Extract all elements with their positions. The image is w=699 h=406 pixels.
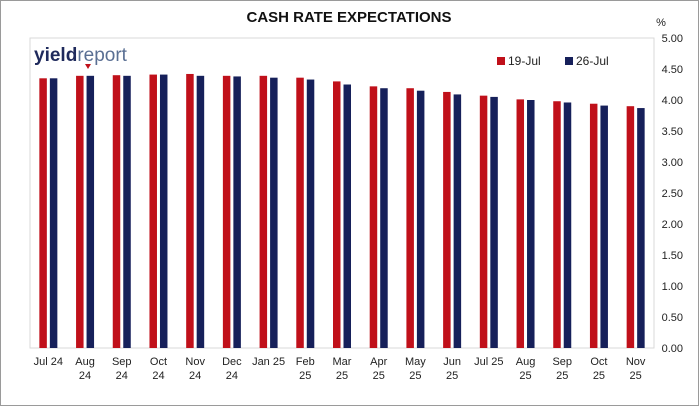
- x-tick-label: Sep 24: [112, 356, 132, 382]
- bar-series-2: [86, 75, 95, 348]
- x-tick-label: Jun 25: [443, 356, 461, 382]
- x-tick-label: Aug 25: [516, 356, 536, 382]
- bar-series-1: [333, 81, 341, 349]
- y-tick-label: 3.50: [662, 126, 683, 138]
- bar-series-1: [369, 86, 378, 349]
- x-tick-label: Oct 24: [150, 356, 167, 382]
- bar-series-2: [159, 74, 168, 348]
- y-axis-ticks: 0.00 0.50 1.00 1.50 2.00 2.50 3.00 3.50 4.00 4.50…: [662, 33, 683, 355]
- x-tick-label: Nov 25: [626, 356, 646, 382]
- x-tick-label: Jan 25: [252, 356, 285, 368]
- y-tick-label: 0.50: [662, 312, 683, 324]
- bar-series-1: [406, 88, 414, 348]
- y-tick-label: 0.00: [662, 343, 683, 355]
- logo-marker-icon: [85, 64, 91, 69]
- bar-series-2: [306, 79, 315, 348]
- chart-title: CASH RATE EXPECTATIONS: [246, 9, 451, 26]
- bar-series-2: [123, 75, 131, 348]
- bar-series-1: [589, 103, 598, 348]
- bar-series-1: [39, 78, 47, 349]
- bar-series-1: [553, 101, 561, 349]
- logo-text-report: report: [77, 45, 127, 66]
- bars: [39, 73, 645, 349]
- bar-series-2: [233, 76, 241, 348]
- bar-series-1: [149, 74, 157, 348]
- y-tick-label: 2.50: [662, 188, 683, 200]
- y-tick-label: 3.00: [662, 157, 683, 169]
- y-tick-label: 1.00: [662, 281, 683, 293]
- yieldreport-logo: yieldreport: [34, 45, 128, 69]
- y-tick-label: 1.50: [662, 250, 683, 262]
- x-tick-label: Apr 25: [370, 356, 387, 382]
- bar-series-2: [563, 102, 572, 348]
- x-tick-label: Oct 25: [590, 356, 607, 382]
- bar-series-2: [600, 105, 608, 348]
- x-tick-label: May 25: [405, 356, 426, 382]
- bar-series-1: [222, 75, 231, 348]
- bar-series-2: [343, 84, 351, 348]
- bar-series-2: [637, 108, 645, 348]
- bar-series-2: [270, 77, 278, 349]
- x-tick-label: Sep 25: [552, 356, 572, 382]
- x-tick-label: Jul 24: [34, 356, 63, 368]
- x-tick-label: Jul 25: [474, 356, 503, 368]
- y-tick-label: 4.00: [662, 95, 683, 107]
- x-axis-ticks: Jul 24 Aug 24 Sep 24 Oct 24 Nov 24 Dec 24 Jan 25 Feb…: [34, 356, 646, 382]
- legend-swatch-2: [565, 57, 573, 65]
- bar-series-2: [453, 94, 462, 348]
- bar-series-2: [527, 100, 535, 348]
- bar-series-2: [49, 78, 58, 349]
- legend-label-1: 19-Jul: [508, 54, 541, 68]
- bar-series-1: [443, 91, 451, 348]
- bar-series-1: [76, 75, 84, 348]
- y-axis-unit-label: %: [656, 17, 666, 29]
- legend-swatch-1: [497, 57, 505, 65]
- bar-series-1: [296, 77, 304, 349]
- bar-series-2: [416, 90, 425, 348]
- x-tick-label: Nov 24: [185, 356, 205, 382]
- logo-text-yield: yield: [34, 45, 77, 66]
- y-tick-label: 2.00: [662, 219, 683, 231]
- bar-series-2: [490, 96, 498, 349]
- x-tick-label: Dec 24: [222, 356, 242, 382]
- bar-series-1: [112, 75, 121, 348]
- bar-series-2: [196, 75, 205, 348]
- x-tick-label: Mar 25: [333, 356, 352, 382]
- bar-series-1: [516, 99, 525, 348]
- y-tick-label: 5.00: [662, 33, 683, 45]
- plot-area: [29, 37, 655, 349]
- svg-text:yieldreport: yieldreport: [34, 45, 128, 66]
- legend-label-2: 26-Jul: [576, 54, 609, 68]
- bar-series-1: [186, 73, 194, 349]
- y-tick-label: 4.50: [662, 64, 683, 76]
- x-tick-label: Feb 25: [296, 356, 315, 382]
- bar-series-1: [259, 75, 268, 348]
- bar-series-2: [380, 88, 388, 348]
- bar-series-1: [479, 95, 488, 348]
- bar-series-1: [626, 106, 635, 348]
- legend: 19-Jul 26-Jul: [497, 54, 609, 68]
- x-tick-label: Aug 24: [75, 356, 95, 382]
